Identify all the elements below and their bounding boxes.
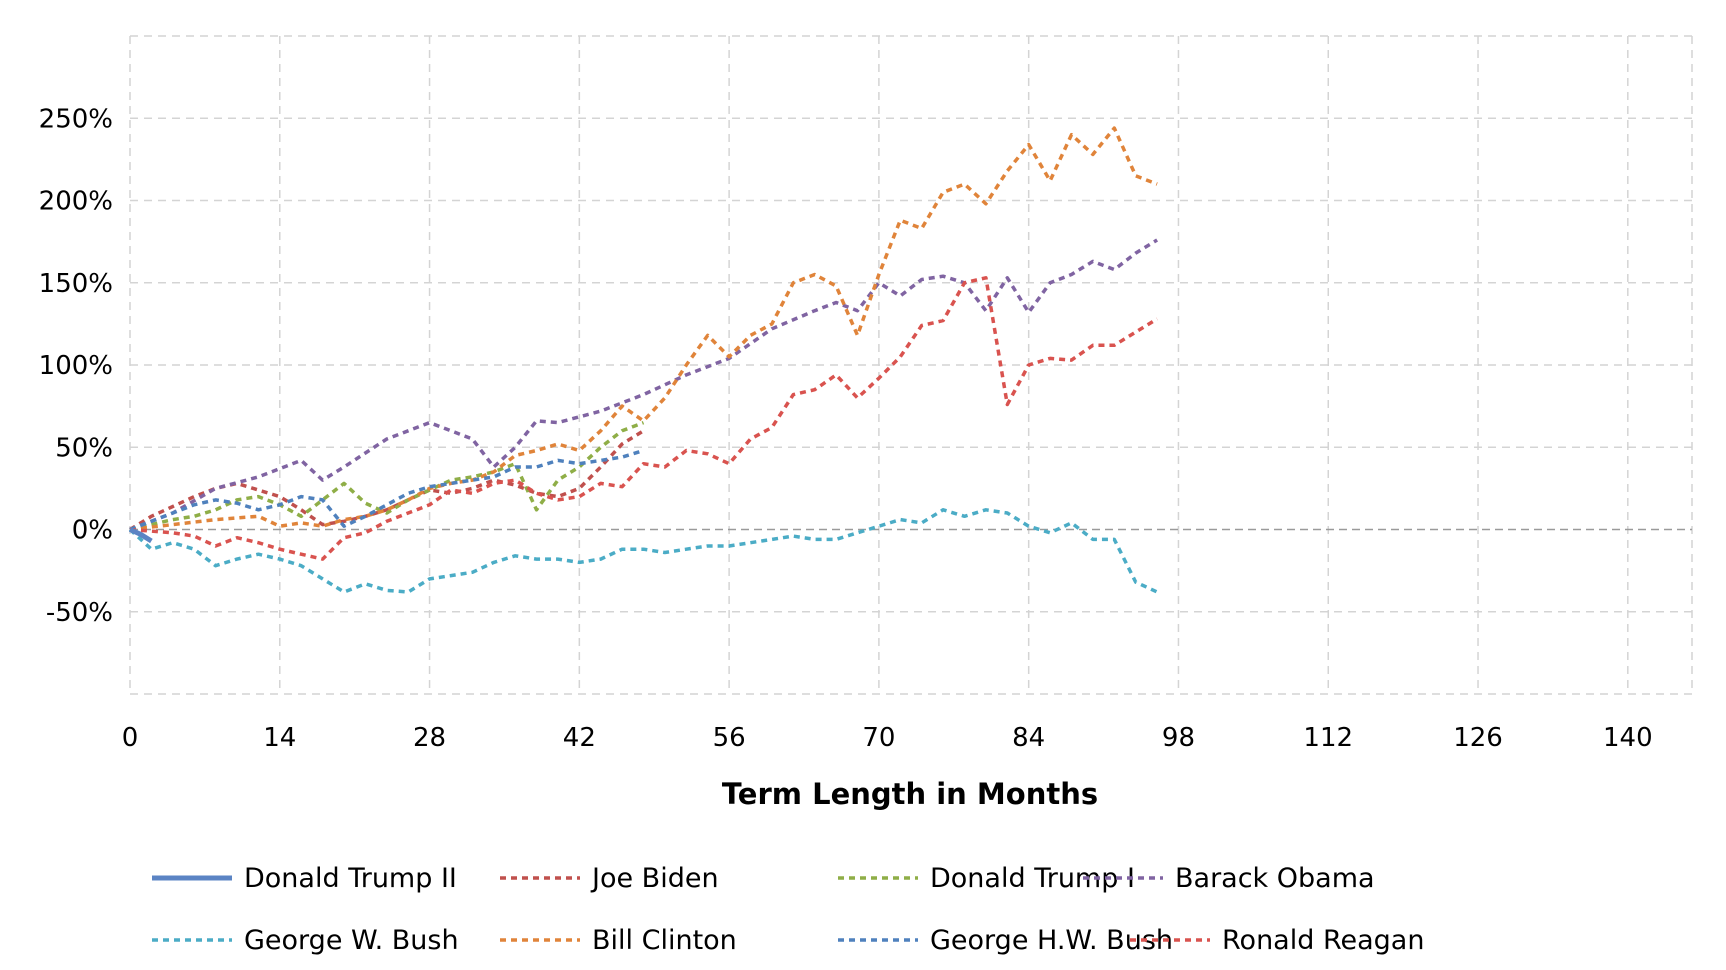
y-tick-label: -50% — [46, 598, 113, 628]
x-tick-label: 98 — [1162, 723, 1195, 753]
x-tick-label: 140 — [1603, 723, 1653, 753]
legend-item[interactable]: Barack Obama — [1083, 863, 1375, 894]
x-tick-label: 28 — [413, 723, 446, 753]
legend-label: Barack Obama — [1175, 863, 1375, 894]
legend: Donald Trump II Joe Biden Donald Trump I Ba… — [152, 863, 1424, 956]
legend-label: George H.W. Bush — [930, 925, 1173, 956]
y-tick-label: 0% — [72, 516, 113, 546]
y-tick-label: 250% — [39, 104, 113, 134]
series-lines — [128, 126, 1159, 594]
legend-item[interactable]: Donald Trump II — [152, 863, 457, 894]
x-tick-label: 84 — [1012, 723, 1045, 753]
y-tick-label: 150% — [39, 269, 113, 299]
series-line-donald-trump-i — [129, 420, 645, 532]
legend-item[interactable]: Joe Biden — [500, 863, 719, 894]
series-line-donald-trump-ii — [128, 527, 153, 544]
x-tick-label: 42 — [563, 723, 596, 753]
legend-item[interactable]: George H.W. Bush — [838, 925, 1173, 956]
series-line-ronald-reagan — [129, 276, 1159, 561]
legend-label: Donald Trump I — [930, 863, 1135, 894]
axes: 0 14 28 42 56 70 84 98 112 126 140 -50% 0% 50% 100% 150… — [39, 104, 1653, 753]
y-tick-label: 200% — [39, 187, 113, 217]
x-axis-title: Term Length in Months — [722, 777, 1098, 811]
x-tick-label: 56 — [713, 723, 746, 753]
legend-item[interactable]: George W. Bush — [152, 925, 459, 956]
series-line-bill-clinton — [129, 126, 1158, 532]
legend-item[interactable]: Ronald Reagan — [1130, 925, 1424, 956]
series-line-george-w-bush — [128, 508, 1158, 594]
legend-label: Bill Clinton — [592, 925, 737, 956]
series-line-george-h-w-bush — [129, 448, 645, 532]
x-tick-label: 0 — [122, 723, 139, 753]
legend-item[interactable]: Bill Clinton — [500, 925, 737, 956]
series-line-barack-obama — [129, 238, 1159, 532]
legend-label: George W. Bush — [244, 925, 459, 956]
y-tick-label: 50% — [55, 433, 113, 463]
x-tick-label: 126 — [1453, 723, 1503, 753]
x-tick-label: 70 — [862, 723, 895, 753]
x-tick-label: 112 — [1303, 723, 1353, 753]
x-tick-label: 14 — [263, 723, 296, 753]
legend-label: Ronald Reagan — [1222, 925, 1424, 956]
series-line-joe-biden — [129, 429, 645, 531]
legend-label: Donald Trump II — [244, 863, 457, 894]
legend-label: Joe Biden — [590, 863, 719, 894]
legend-item[interactable]: Donald Trump I — [838, 863, 1135, 894]
grid — [129, 35, 1693, 695]
y-tick-label: 100% — [39, 351, 113, 381]
